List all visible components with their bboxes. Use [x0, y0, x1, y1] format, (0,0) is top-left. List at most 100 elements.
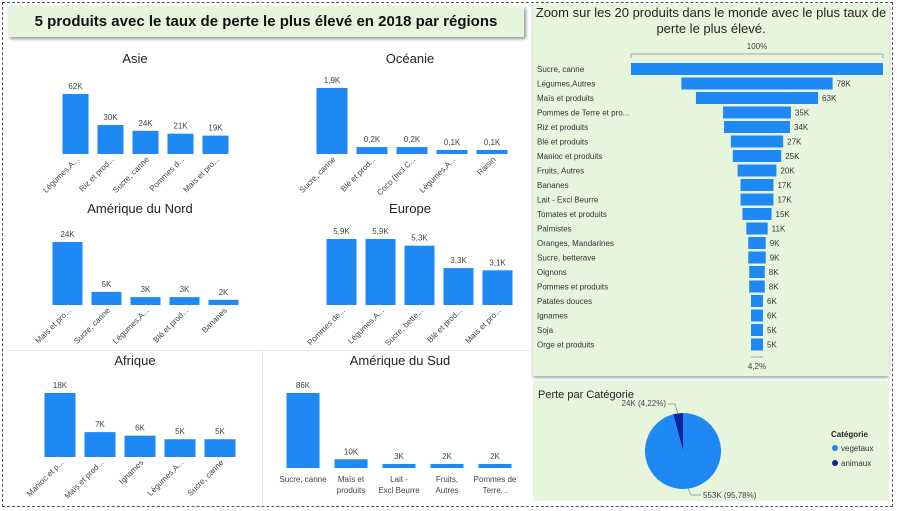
- bar: [356, 147, 388, 154]
- funnel-data-label: 5K: [767, 326, 777, 335]
- funnel-data-label: 11K: [772, 225, 786, 234]
- funnel-data-label: 9K: [770, 239, 780, 248]
- funnel-bar: [749, 280, 765, 293]
- tick-label: Maïs et: [338, 475, 365, 484]
- funnel-bar: [751, 309, 763, 322]
- data-label: 3,3K: [450, 256, 467, 265]
- bar: [202, 135, 229, 154]
- bar: [365, 239, 396, 305]
- tick-label: Excl Beurre: [378, 486, 420, 495]
- data-label: 5,9K: [372, 227, 389, 236]
- funnel-panel: Zoom sur les 20 produits dans le monde a…: [533, 4, 889, 376]
- data-label: 1,9K: [324, 76, 341, 85]
- bar: [44, 393, 76, 457]
- funnel-data-label: 9K: [770, 254, 780, 263]
- funnel-title: Zoom sur les 20 produits dans le monde a…: [535, 5, 887, 36]
- bar: [130, 297, 161, 305]
- bar: [436, 150, 468, 154]
- bar: [478, 464, 512, 468]
- tick-label: Légumes,A...: [346, 306, 386, 346]
- tick-label: Sucre, bette...: [383, 306, 425, 346]
- tick-label: Terre...: [483, 486, 508, 495]
- funnel-data-label: 8K: [769, 268, 779, 277]
- bar: [164, 439, 196, 457]
- page-title: 5 produits avec le taux de perte le plus…: [8, 6, 524, 37]
- tick-label: Ignames: [117, 458, 145, 486]
- bar: [382, 464, 416, 468]
- tick-label: Pommes de...: [306, 306, 347, 346]
- data-label: 0,1K: [484, 138, 501, 147]
- funnel-data-label: 78K: [837, 80, 852, 89]
- bar: [97, 124, 124, 154]
- funnel-category-label: Oranges, Mandarines: [537, 239, 614, 248]
- funnel-bar: [631, 63, 883, 75]
- tick-label: Sucre, canne: [111, 155, 151, 195]
- funnel-category-label: Pommes et produits: [537, 283, 608, 292]
- bar-chart-amerique-nord: 24K Maïs et pro... 5K Sucre, canne 3K Légumes…: [34, 230, 239, 346]
- tick-label: Légumes,A...: [146, 458, 186, 498]
- chart-title-oceanie: Océanie: [385, 51, 435, 66]
- funnel-category-label: Blé et produits: [537, 138, 588, 147]
- data-label: 21K: [173, 122, 188, 131]
- bar: [316, 88, 348, 154]
- bar: [286, 393, 320, 468]
- bar-chart-amerique-sud: 86K Sucre, canne 10K Maïs et produits 3K Lait …: [279, 381, 517, 495]
- pie-leader-line: [687, 487, 701, 496]
- tick-label: Bananes: [200, 306, 229, 335]
- funnel-bar: [748, 237, 766, 249]
- funnel-bar: [751, 338, 763, 351]
- data-label: 10K: [344, 447, 359, 456]
- pie-leader-line: [668, 403, 679, 415]
- data-label: 5K: [175, 427, 185, 436]
- funnel-data-label: 27K: [787, 138, 802, 147]
- tick-label: Blé et prod...: [151, 306, 189, 344]
- chart-title-amerique-sud: Amérique du Sud: [349, 353, 451, 368]
- funnel-category-label: Oignons: [537, 268, 567, 277]
- funnel-data-label: 63K: [822, 94, 837, 103]
- tick-label: Blé et prod...: [339, 155, 377, 193]
- funnel-bar: [751, 295, 763, 307]
- funnel-bar: [742, 208, 772, 220]
- bar-chart-asie: 62K Légumes,A... 30K Riz et prod... 24K Sucre…: [41, 82, 229, 195]
- bar-chart-oceanie: 1,9K Sucre, canne 0,2K Blé et prod... 0,2K Co…: [298, 76, 508, 196]
- bar: [326, 239, 357, 305]
- funnel-data-label: 8K: [769, 283, 779, 292]
- funnel-bar: [723, 106, 791, 119]
- bar: [91, 291, 122, 305]
- funnel-bar: [740, 179, 774, 191]
- funnel-bar: [751, 324, 763, 336]
- funnel-category-label: Tomates et produits: [537, 210, 607, 219]
- tick-label: Lait -: [390, 475, 408, 484]
- funnel-category-label: Orge et produits: [537, 341, 594, 350]
- bar: [476, 150, 508, 154]
- bar: [169, 297, 200, 305]
- tick-label: Pommes de: [474, 475, 517, 484]
- chart-title-afrique: Afrique: [114, 353, 156, 368]
- data-label: 2K: [219, 288, 229, 297]
- tick-label: Sucre, canne: [72, 306, 112, 346]
- bar-chart-afrique: 18K Manioc et p... 7K Maïs et prod... 6K Igna…: [25, 381, 236, 501]
- funnel-bar: [746, 222, 768, 235]
- data-label: 3K: [141, 285, 151, 294]
- funnel-bar: [732, 150, 782, 162]
- tick-label: Maïs et pro...: [34, 306, 73, 345]
- bar: [132, 130, 159, 154]
- tick-label: Légumes,A...: [111, 306, 151, 346]
- tick-label: Riz et prod...: [77, 155, 115, 193]
- funnel-data-label: 17K: [777, 196, 792, 205]
- tick-label: Maïs et pro...: [464, 306, 503, 345]
- data-label: 3K: [180, 285, 190, 294]
- funnel-bar: [681, 77, 833, 90]
- data-label: 6K: [135, 424, 145, 433]
- funnel-data-label: 5K: [767, 341, 777, 350]
- funnel-category-label: Lait - Excl Beurre: [537, 196, 599, 205]
- data-label: 2K: [490, 452, 500, 461]
- legend-marker-vegetaux: [832, 445, 838, 451]
- tick-label: produits: [337, 486, 365, 495]
- tick-label: Maïs et prod...: [63, 458, 106, 501]
- data-label: 24K: [138, 119, 153, 128]
- tick-label: Fruits,: [436, 475, 458, 484]
- bar: [430, 464, 464, 468]
